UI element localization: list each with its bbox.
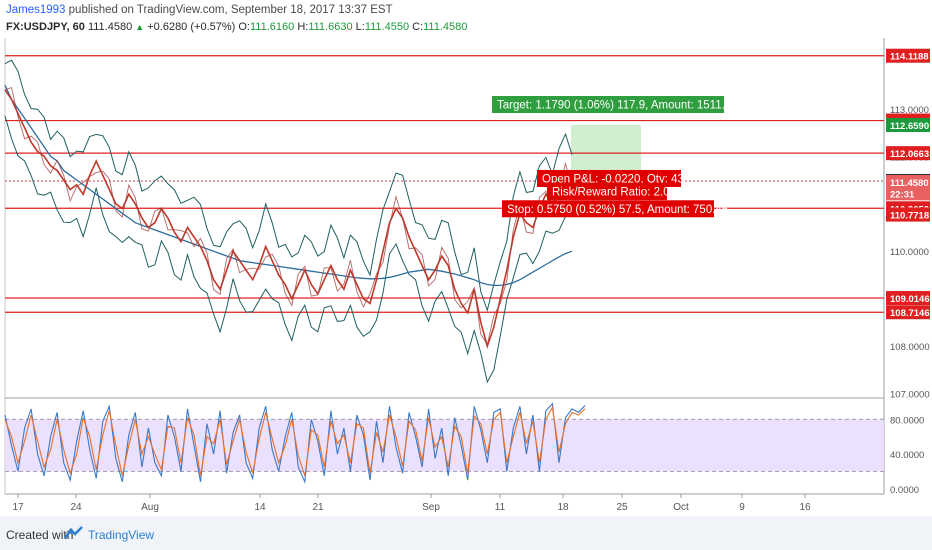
time-tick-label: 21 xyxy=(312,502,324,513)
price-line-secondary xyxy=(4,87,573,346)
price-axis-tag-text: 112.6590 xyxy=(890,121,929,132)
price-axis-tag-text: 22:31 xyxy=(890,189,915,200)
time-tick-label: Sep xyxy=(422,502,440,513)
risk-reward-label-bg xyxy=(547,182,667,200)
open-pnl-label-bg xyxy=(537,169,681,187)
symbol-header: FX:USDJPY, 60 111.4580 ▲ +0.6280 (+0.57%… xyxy=(6,21,467,33)
high-label: H: xyxy=(297,21,309,33)
price-axis-tag-text: 110.7718 xyxy=(890,211,929,222)
price-tick-label: 108.0000 xyxy=(890,342,930,353)
time-tick-label: 14 xyxy=(254,502,266,513)
price-axis-tag xyxy=(886,146,930,161)
price-axis-tag-text: 109.0146 xyxy=(890,294,930,305)
author-link[interactable]: James1993 xyxy=(6,4,66,16)
price-tick-label: 107.0000 xyxy=(890,390,930,401)
close-label: C: xyxy=(412,21,424,33)
price-tick-label: 110.0000 xyxy=(890,247,929,258)
high-value: 111.6630 xyxy=(308,21,353,33)
target-label-bg xyxy=(492,96,724,114)
oscillator-tick-label: 80.0000 xyxy=(890,415,924,426)
bollinger-lower-line xyxy=(4,115,573,384)
oscillator-tick-label: 0.0000 xyxy=(890,485,919,496)
stop-label-text: Stop: 0.5750 (0.52%) 57.5, Amount: 750.4… xyxy=(507,204,728,216)
close-value: 111.4580 xyxy=(423,21,468,33)
time-tick-label: 17 xyxy=(12,502,24,513)
created-with-text: Created with xyxy=(6,528,74,542)
price-axis-tag xyxy=(886,291,930,306)
symbol-name[interactable]: FX:USDJPY, 60 xyxy=(6,21,85,33)
price-axis-tag-text: 112.0663 xyxy=(890,149,929,160)
target-label-text: Target: 1.1790 (1.06%) 117.9, Amount: 15… xyxy=(497,100,738,112)
footer-bar: Created with TradingView xyxy=(0,516,932,550)
time-tick-label: Oct xyxy=(673,502,689,513)
risk-reward-label-text: Risk/Reward Ratio: 2.05 xyxy=(552,186,676,198)
price-axis-tag xyxy=(886,305,930,320)
price-axis-tag xyxy=(886,118,930,133)
price-axis-tag xyxy=(886,175,930,190)
low-label: L: xyxy=(355,21,365,33)
tradingview-logo-icon xyxy=(64,526,83,539)
risk-reward-label: Risk/Reward Ratio: 2.05 xyxy=(547,182,676,200)
last-price: 111.4580 xyxy=(87,21,133,33)
open-label: O: xyxy=(238,21,250,33)
price-change: +0.6280 (+0.57%) xyxy=(147,21,236,33)
target-label: Target: 1.1790 (1.06%) 117.9, Amount: 15… xyxy=(492,96,738,114)
tradingview-brand[interactable]: TradingView xyxy=(88,528,155,542)
price-axis-tag xyxy=(886,48,930,63)
price-axis-tag xyxy=(886,186,930,201)
open-pnl-label-text: Open P&L: -0.0220, Qty: 434 xyxy=(542,173,691,185)
oscillator-line-2 xyxy=(4,405,586,476)
moving-average-line xyxy=(4,84,573,287)
bollinger-upper-line xyxy=(4,59,573,313)
time-tick-label: Aug xyxy=(141,502,159,513)
price-tick-label: 113.0000 xyxy=(890,105,929,116)
time-tick-label: 18 xyxy=(557,502,569,513)
low-value: 111.4550 xyxy=(364,21,410,33)
price-axis-tag-text: 114.1188 xyxy=(890,52,929,63)
price-axis-tag-text: 111.4580 xyxy=(890,178,929,189)
time-tick-label: 25 xyxy=(616,502,628,513)
up-triangle-icon: ▲ xyxy=(135,22,145,32)
publish-info: published on TradingView.com, September … xyxy=(65,4,393,16)
oscillator-tick-label: 40.0000 xyxy=(890,450,924,461)
stop-label-bg xyxy=(502,200,714,218)
open-pnl-label: Open P&L: -0.0220, Qty: 434 xyxy=(537,169,691,187)
time-tick-label: 11 xyxy=(495,502,506,513)
publish-header: James1993 published on TradingView.com, … xyxy=(6,4,393,16)
time-tick-label: 16 xyxy=(799,502,811,513)
stop-label: Stop: 0.5750 (0.52%) 57.5, Amount: 750.4… xyxy=(502,200,728,218)
price-axis-tag xyxy=(886,207,930,222)
time-tick-label: 9 xyxy=(739,502,745,513)
price-chart[interactable]: Target: 1.1790 (1.06%) 117.9, Amount: 15… xyxy=(0,0,932,516)
time-tick-label: 24 xyxy=(70,502,82,513)
open-value: 111.6160 xyxy=(250,21,295,33)
price-axis-tag-text: 108.7146 xyxy=(890,308,930,319)
price-line xyxy=(4,89,573,349)
